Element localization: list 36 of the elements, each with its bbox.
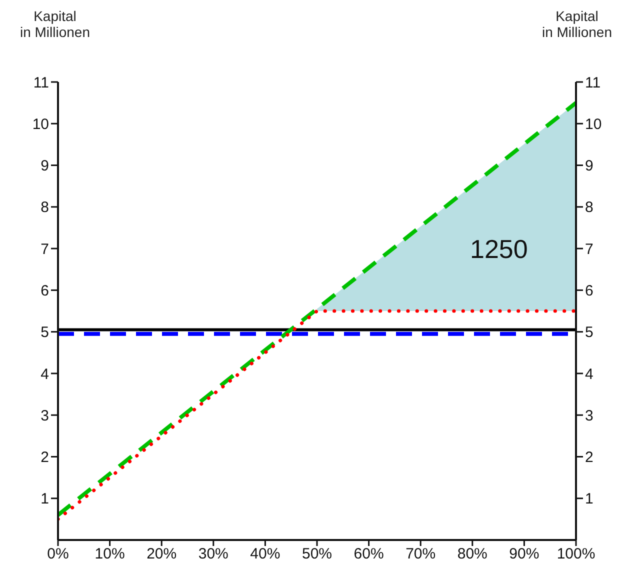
x-tick-label: 20% [146,546,177,563]
y2-tick-label: 10 [585,116,602,133]
y-tick-label: 9 [40,158,49,175]
annotation: 1250 [470,234,528,265]
y2-axis-title: Kapital in Millionen [540,8,614,40]
y-tick-label: 11 [33,74,49,92]
x-tick-label: 60% [354,546,384,563]
y-tick-label: 3 [40,407,49,424]
y-axis-title: Kapital in Millionen [18,8,92,40]
y2-tick-label: 5 [585,324,594,342]
x-tick-label: 40% [250,546,280,563]
y2-tick-label: 6 [585,282,594,300]
y2-tick-label: 7 [585,240,594,258]
y-tick-label: 7 [40,240,49,258]
y2-tick-label: 9 [585,158,594,175]
y-tick-label: 10 [32,116,49,133]
y2-tick-label: 4 [585,366,594,383]
x-tick-label: 50% [302,546,332,563]
y2-tick-label: 2 [585,449,594,466]
y-tick-label: 4 [40,366,49,383]
x-tick-label: 0% [47,546,69,563]
y2-tick-label: 8 [585,199,594,216]
y2-tick-label: 3 [585,407,594,424]
y-tick-label: 5 [40,324,49,342]
x-tick-label: 70% [406,546,436,563]
y-tick-label: 1 [40,490,49,508]
x-tick-label: 80% [457,546,488,563]
x-tick-label: 90% [509,546,540,563]
y-tick-label: 6 [40,282,49,300]
y2-tick-label: 1 [585,490,594,508]
y2-tick-label: 11 [585,74,601,92]
y-tick-label: 8 [40,199,49,216]
x-tick-label: 100% [556,546,596,563]
x-tick-label: 10% [94,546,125,563]
x-tick-label: 30% [198,546,228,563]
y-tick-label: 2 [40,449,49,466]
